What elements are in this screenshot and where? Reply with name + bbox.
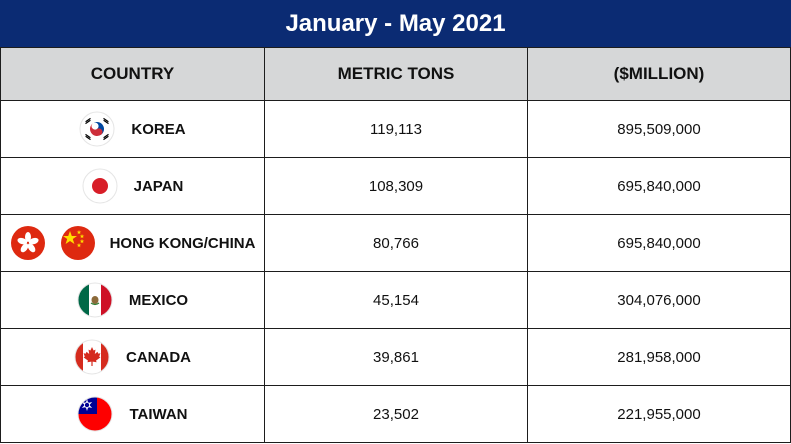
country-name: CANADA (126, 348, 191, 366)
table-title: January - May 2021 (285, 9, 506, 37)
table-row: HONG KONG/CHINA 80,766 695,840,000 (0, 214, 791, 272)
metric-tons-cell: 45,154 (264, 271, 528, 329)
value-cell: 304,076,000 (527, 271, 791, 329)
metric-tons-cell: 80,766 (264, 214, 528, 272)
country-name: MEXICO (128, 291, 189, 309)
country-name: TAIWAN (129, 405, 188, 423)
country-name: JAPAN (133, 177, 184, 195)
value-cell: 695,840,000 (527, 157, 791, 215)
table-row: CANADA 39,861 281,958,000 (0, 328, 791, 386)
metric-tons-cell: 23,502 (264, 385, 528, 443)
header-metric-tons: METRIC TONS (264, 47, 528, 101)
country-cell: JAPAN (0, 157, 265, 215)
taiwan-flag-icon (77, 396, 113, 432)
country-cell: KOREA (0, 100, 265, 158)
country-cell: TAIWAN (0, 385, 265, 443)
table-row: MEXICO 45,154 304,076,000 (0, 271, 791, 329)
metric-tons-cell: 108,309 (264, 157, 528, 215)
table-row: TAIWAN 23,502 221,955,000 (0, 385, 791, 443)
country-name: KOREA (131, 120, 186, 138)
data-table: COUNTRY METRIC TONS ($MILLION) (0, 47, 791, 443)
value-cell: 221,955,000 (527, 385, 791, 443)
table-row: KOREA 119,113 895,509,000 (0, 100, 791, 158)
metric-tons-cell: 119,113 (264, 100, 528, 158)
hong-kong-flag-icon (10, 226, 45, 260)
title-bar: January - May 2021 (0, 0, 791, 47)
header-row: COUNTRY METRIC TONS ($MILLION) (0, 47, 791, 101)
country-cell: CANADA (0, 328, 265, 386)
japan-flag-icon (82, 168, 118, 204)
mexico-flag-icon (77, 282, 113, 318)
value-cell: 695,840,000 (527, 214, 791, 272)
country-cell: HONG KONG/CHINA (0, 214, 265, 272)
korea-flag-icon (79, 111, 115, 147)
header-million: ($MILLION) (527, 47, 791, 101)
table-row: JAPAN 108,309 695,840,000 (0, 157, 791, 215)
metric-tons-cell: 39,861 (264, 328, 528, 386)
header-country: COUNTRY (0, 47, 265, 101)
china-flag-icon (60, 226, 95, 260)
country-name: HONG KONG/CHINA (109, 234, 256, 252)
country-cell: MEXICO (0, 271, 265, 329)
value-cell: 895,509,000 (527, 100, 791, 158)
canada-flag-icon (74, 339, 110, 375)
value-cell: 281,958,000 (527, 328, 791, 386)
